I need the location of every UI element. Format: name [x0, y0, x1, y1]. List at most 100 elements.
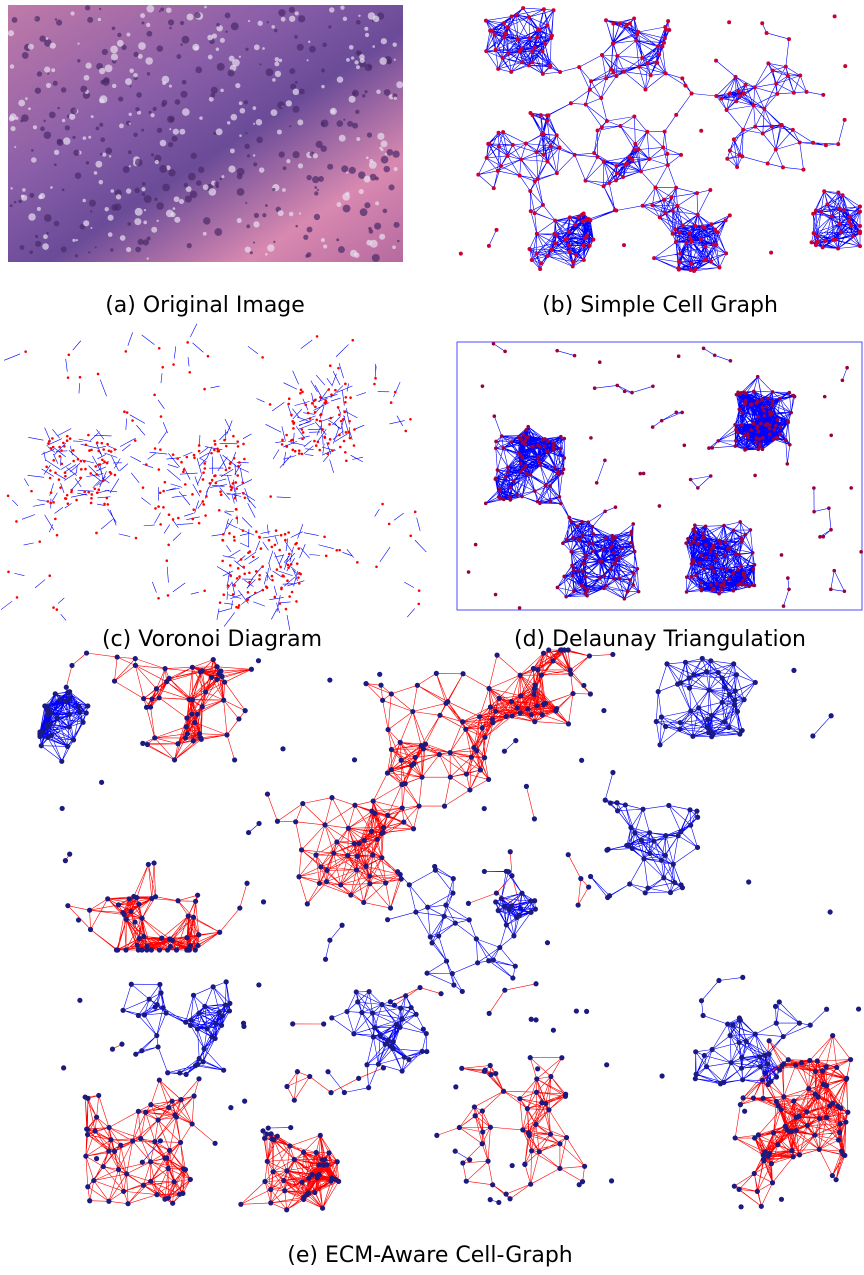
- node: [742, 1109, 747, 1114]
- site: [48, 574, 51, 577]
- node: [39, 743, 44, 748]
- node: [467, 787, 472, 792]
- node: [518, 606, 522, 610]
- node: [530, 49, 534, 53]
- cell: [267, 244, 274, 251]
- node: [474, 936, 479, 941]
- node: [532, 816, 537, 821]
- cell: [377, 133, 384, 140]
- cell: [364, 27, 368, 31]
- cell: [376, 90, 381, 95]
- node: [765, 31, 769, 35]
- node: [690, 734, 695, 739]
- edges: [85, 984, 584, 1210]
- node: [772, 428, 776, 432]
- cell: [397, 240, 399, 242]
- node: [185, 731, 190, 736]
- node: [535, 232, 539, 236]
- node: [525, 707, 530, 712]
- node: [204, 1026, 209, 1031]
- cell: [54, 221, 60, 227]
- node: [371, 1034, 376, 1039]
- node: [689, 478, 693, 482]
- node: [651, 384, 655, 388]
- node: [467, 1157, 472, 1162]
- site: [217, 450, 220, 453]
- node: [819, 210, 823, 214]
- cell: [364, 90, 367, 93]
- node: [732, 702, 737, 707]
- node: [734, 75, 738, 79]
- cell: [194, 12, 200, 18]
- node: [261, 899, 266, 904]
- node: [734, 552, 738, 556]
- site: [344, 401, 347, 404]
- node: [719, 542, 723, 546]
- node: [407, 882, 412, 887]
- node: [752, 103, 756, 107]
- node: [287, 1143, 292, 1148]
- node: [733, 1135, 738, 1140]
- node: [503, 350, 507, 354]
- site: [295, 542, 298, 545]
- node: [788, 443, 792, 447]
- site: [67, 376, 70, 379]
- node: [367, 873, 372, 878]
- node: [482, 806, 487, 811]
- cell: [245, 202, 247, 204]
- node: [699, 581, 703, 585]
- site: [167, 543, 170, 546]
- caption: (c) Voronoi Diagram: [102, 627, 322, 652]
- node: [725, 1021, 730, 1026]
- node: [507, 1196, 512, 1201]
- node: [521, 441, 525, 445]
- node: [603, 509, 607, 513]
- cell: [244, 144, 249, 149]
- node: [450, 971, 455, 976]
- cell: [94, 171, 98, 175]
- node: [148, 1102, 153, 1107]
- node: [774, 424, 778, 428]
- node: [355, 999, 360, 1004]
- cell: [204, 6, 207, 9]
- site: [203, 462, 206, 465]
- node: [352, 757, 357, 762]
- node: [562, 467, 566, 471]
- site: [214, 482, 217, 485]
- node: [67, 852, 72, 857]
- node: [480, 1141, 485, 1146]
- node: [354, 867, 359, 872]
- cell: [293, 89, 300, 96]
- cell: [180, 21, 184, 25]
- site: [298, 582, 301, 585]
- node: [779, 1197, 784, 1202]
- node: [188, 1018, 193, 1023]
- cell: [53, 81, 58, 86]
- site: [301, 391, 304, 394]
- node: [496, 1200, 501, 1205]
- cell: [175, 99, 181, 105]
- node: [829, 214, 833, 218]
- site: [233, 539, 236, 542]
- cell: [179, 129, 185, 135]
- site: [30, 490, 33, 493]
- cell: [306, 175, 311, 180]
- node: [789, 1148, 794, 1153]
- cell: [356, 65, 360, 69]
- node: [859, 550, 863, 554]
- node: [398, 740, 403, 745]
- node: [584, 575, 588, 579]
- node: [571, 536, 575, 540]
- node: [529, 1148, 534, 1153]
- cell: [180, 91, 187, 98]
- site: [48, 440, 51, 443]
- node: [499, 164, 503, 168]
- cell: [159, 165, 167, 173]
- node: [555, 349, 559, 353]
- node: [324, 868, 329, 873]
- node: [513, 964, 518, 969]
- node: [765, 1061, 770, 1066]
- site: [353, 444, 356, 447]
- node: [830, 1033, 835, 1038]
- node: [845, 366, 849, 370]
